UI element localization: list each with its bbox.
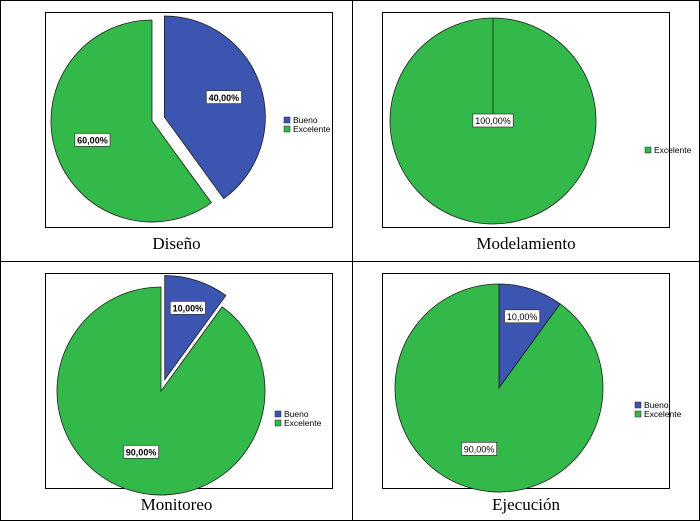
data-label-box-excelente-diseno — [74, 133, 111, 147]
cell-diseno: 40,00% 60,00% Bueno Excelente Diseño — [0, 0, 353, 262]
data-label-box-bueno-diseno — [205, 90, 242, 104]
data-label-bueno-monitoreo: 10,00% — [173, 304, 204, 314]
chart-frame-monitoreo: 10,00% 90,00% Bueno Excelente — [45, 273, 333, 496]
data-label-box-bueno-monitoreo — [169, 301, 206, 315]
pie-slice-excelente-diseno — [50, 19, 212, 223]
data-label-bueno-diseno: 40,00% — [209, 93, 240, 103]
caption-ejecucion: Ejecución — [492, 495, 560, 514]
legend-swatch-excelente-modelamiento — [644, 146, 652, 154]
data-label-box-excelente-ejecucion — [461, 441, 498, 456]
caption-diseno: Diseño — [152, 234, 201, 253]
legend-swatch-bueno-ejecucion — [634, 401, 642, 409]
cell-modelamiento: 100,00% Excelente Modelamiento — [352, 0, 700, 262]
chart-frame-ejecucion: 10,00% 90,00% Bueno Excelente — [382, 273, 682, 493]
caption-modelamiento: Modelamiento — [476, 234, 576, 253]
pie-slice-excelente-monitoreo — [56, 286, 266, 496]
pie-slice-excelente-ejecucion — [394, 283, 604, 493]
chart-frame-modelamiento: 100,00% Excelente — [382, 12, 692, 228]
data-label-excelente-modelamiento: 100,00% — [475, 116, 511, 126]
legend-swatch-excelente-monitoreo — [274, 419, 282, 427]
legend-label-excelente-modelamiento: Excelente — [654, 145, 692, 155]
legend-label-excelente-monitoreo: Excelente — [284, 418, 322, 428]
legend-label-bueno-diseno: Bueno — [293, 115, 318, 125]
data-label-excelente-ejecucion: 90,00% — [464, 445, 495, 455]
data-label-box-excelente-modelamiento — [472, 113, 514, 128]
data-label-box-excelente-monitoreo — [123, 444, 160, 459]
pie-slice-bueno-diseno — [163, 15, 266, 200]
legend-swatch-bueno-diseno — [283, 116, 291, 124]
data-label-excelente-diseno: 60,00% — [77, 136, 108, 146]
legend-swatch-excelente-diseno — [283, 125, 291, 133]
chart-frame-diseno: 40,00% 60,00% Bueno Excelente — [45, 12, 333, 228]
legend-label-excelente-diseno: Excelente — [293, 124, 331, 134]
pie-chart-modelamiento: 100,00% Excelente — [389, 17, 692, 225]
data-label-bueno-ejecucion: 10,00% — [507, 312, 538, 322]
legend-label-excelente-ejecucion: Excelente — [644, 409, 682, 419]
legend-label-bueno-ejecucion: Bueno — [644, 400, 669, 410]
legend-label-bueno-monitoreo: Bueno — [284, 409, 309, 419]
data-label-box-bueno-ejecucion — [504, 309, 541, 324]
legend-swatch-bueno-monitoreo — [274, 410, 282, 418]
data-label-excelente-monitoreo: 90,00% — [126, 448, 157, 458]
legend-swatch-excelente-ejecucion — [634, 410, 642, 418]
cell-monitoreo: 10,00% 90,00% Bueno Excelente Monitoreo — [0, 261, 353, 521]
cell-ejecucion: 10,00% 90,00% Bueno Excelente Ejecución — [352, 261, 700, 521]
caption-monitoreo: Monitoreo — [140, 495, 213, 514]
